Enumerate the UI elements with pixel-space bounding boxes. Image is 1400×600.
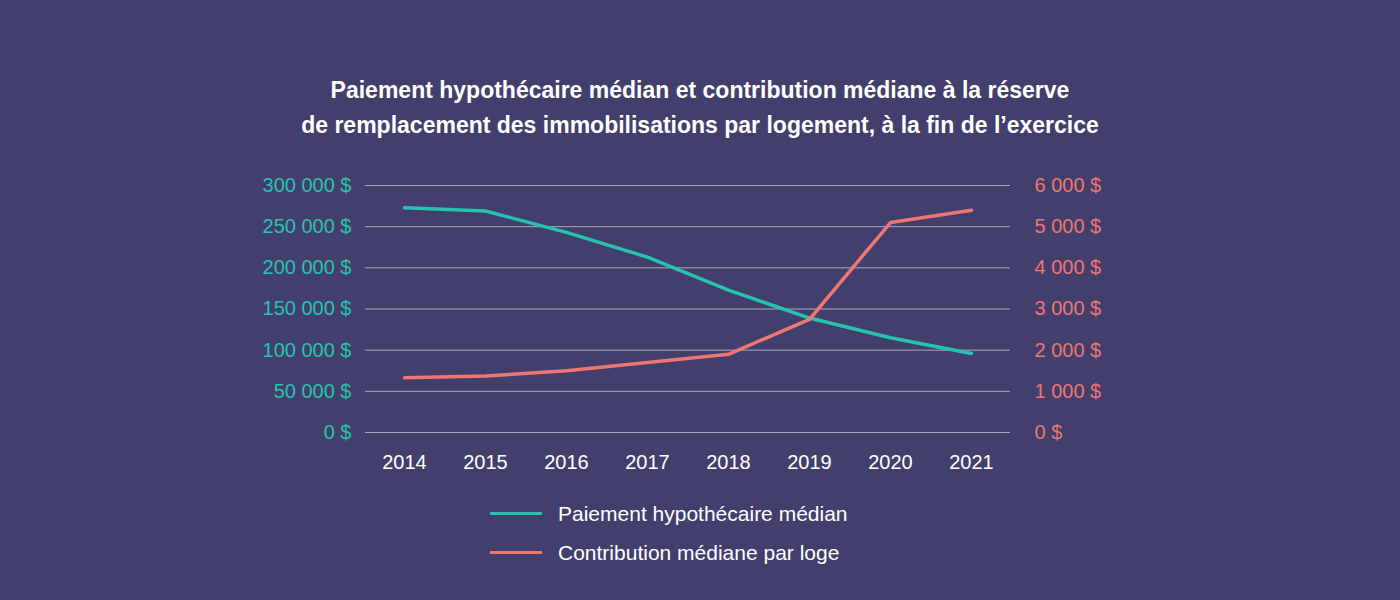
svg-text:50 000 $: 50 000 $ (274, 380, 352, 402)
svg-text:3 000 $: 3 000 $ (1035, 297, 1102, 319)
svg-text:6 000 $: 6 000 $ (1035, 174, 1102, 196)
svg-text:2 000 $: 2 000 $ (1035, 339, 1102, 361)
svg-text:5 000 $: 5 000 $ (1035, 215, 1102, 237)
svg-text:0 $: 0 $ (324, 421, 352, 443)
svg-text:150 000 $: 150 000 $ (263, 297, 352, 319)
svg-text:2021: 2021 (949, 451, 994, 473)
svg-text:4 000 $: 4 000 $ (1035, 256, 1102, 278)
svg-text:250 000 $: 250 000 $ (263, 215, 352, 237)
svg-text:1 000 $: 1 000 $ (1035, 380, 1102, 402)
svg-text:2015: 2015 (463, 451, 508, 473)
svg-text:2016: 2016 (544, 451, 589, 473)
svg-text:300 000 $: 300 000 $ (263, 174, 352, 196)
svg-text:2014: 2014 (382, 451, 427, 473)
svg-text:2017: 2017 (625, 451, 670, 473)
html-text:Paiement hypothécaire médian e: Paiement hypothécaire médian et contribu… (301, 77, 1099, 138)
svg-text:2018: 2018 (706, 451, 751, 473)
svg-text:2019: 2019 (787, 451, 832, 473)
svg-text:200 000 $: 200 000 $ (263, 256, 352, 278)
svg-text:2020: 2020 (868, 451, 913, 473)
svg-text:0 $: 0 $ (1035, 421, 1063, 443)
html-text:Contribution médiane par loge: Contribution médiane par loge (558, 540, 840, 564)
svg-text:100 000 $: 100 000 $ (263, 339, 352, 361)
html-text:Paiement hypothécaire médian: Paiement hypothécaire médian (558, 501, 848, 525)
